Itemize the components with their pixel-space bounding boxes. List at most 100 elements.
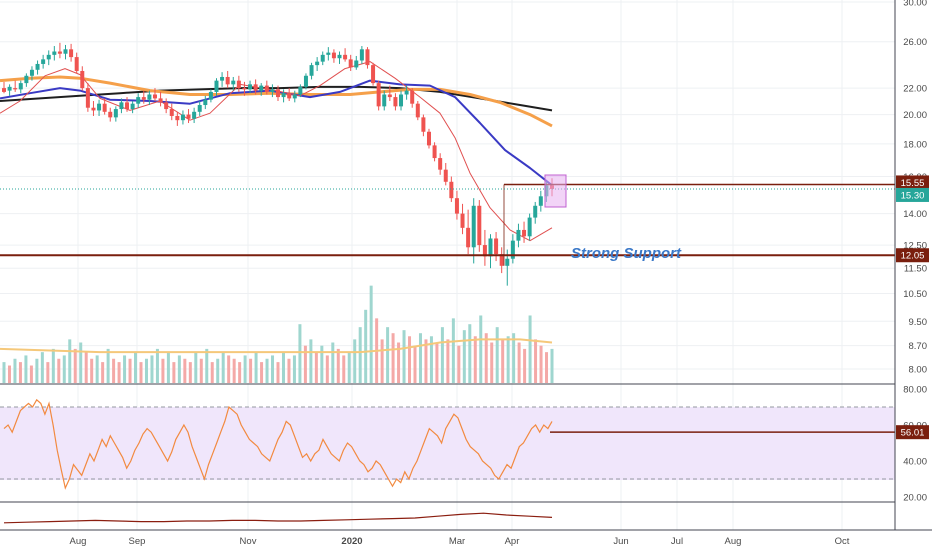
- volume-bar: [260, 362, 264, 383]
- candle-body: [80, 70, 85, 89]
- candle-body: [449, 181, 454, 199]
- candle-body: [7, 86, 12, 91]
- volume-bar: [534, 339, 538, 383]
- candle-body: [482, 245, 487, 257]
- price-tick-label: 9.50: [909, 317, 928, 328]
- candle-body: [477, 205, 482, 246]
- candle-body: [432, 145, 437, 159]
- candle-body: [102, 103, 107, 112]
- volume-bar: [18, 362, 22, 383]
- volume-bar: [139, 362, 143, 383]
- volume-bar: [314, 352, 318, 383]
- volume-bar: [446, 339, 450, 383]
- volume-bar: [35, 358, 39, 383]
- volume-bar: [62, 355, 66, 383]
- candle-body: [169, 109, 174, 116]
- candle-body: [466, 227, 471, 248]
- candle-body: [387, 94, 392, 98]
- volume-bar: [523, 348, 527, 383]
- volume-bar: [281, 352, 285, 383]
- volume-bar: [117, 362, 121, 383]
- candle-body: [180, 114, 185, 121]
- volume-bar: [457, 345, 461, 383]
- price-badge-label: 15.55: [901, 178, 925, 189]
- volume-bar: [298, 324, 302, 383]
- volume-bars: [2, 285, 554, 383]
- candle-body: [499, 254, 504, 266]
- bottom-indicator: [3, 512, 553, 524]
- volume-bar: [254, 352, 258, 383]
- volume-bar: [336, 348, 340, 383]
- price-tick-label: 14.00: [903, 209, 927, 220]
- price-tick-label: 22.00: [903, 84, 927, 95]
- volume-bar: [51, 348, 55, 383]
- volume-bar: [501, 339, 505, 383]
- time-tick-label: Jul: [671, 536, 683, 547]
- candle-body: [516, 229, 521, 241]
- volume-bar: [353, 339, 357, 383]
- candle-body: [41, 59, 46, 64]
- volume-ma-line: [0, 338, 553, 354]
- price-tick-label: 18.00: [903, 139, 927, 150]
- price-badge: [896, 248, 929, 263]
- price-axis[interactable]: 30.0026.0022.0020.0018.0016.0014.0012.50…: [903, 0, 927, 375]
- rsi-tick-label: 80.00: [903, 385, 927, 396]
- volume-bar: [545, 352, 549, 383]
- volume-bar: [539, 345, 543, 383]
- candle-body: [186, 114, 191, 119]
- moving-average-line: [0, 79, 553, 187]
- volume-bar: [177, 355, 181, 383]
- candle-body: [287, 93, 292, 99]
- volume-bar: [112, 358, 116, 383]
- candle-body: [164, 102, 169, 110]
- candle-body: [52, 51, 57, 55]
- candle-body: [376, 83, 381, 107]
- volume-bar: [205, 348, 209, 383]
- candle-body: [46, 54, 51, 60]
- candle-body: [359, 49, 364, 61]
- rsi-band-background: [0, 407, 895, 480]
- candle-body: [415, 103, 420, 118]
- volume-bar: [517, 342, 521, 383]
- volume-bar: [342, 355, 346, 383]
- volume-bar: [331, 342, 335, 383]
- volume-bar: [144, 358, 148, 383]
- rsi-tick-label: 20.00: [903, 493, 927, 504]
- rsi-tick-label: 40.00: [903, 457, 927, 468]
- volume-bar: [29, 365, 33, 383]
- volume-bar: [155, 348, 159, 383]
- volume-bar: [84, 352, 88, 383]
- candle-body: [337, 54, 342, 59]
- strong-support-annotation: Strong Support: [571, 245, 682, 262]
- time-tick-label: Jun: [613, 536, 628, 547]
- volume-bar: [7, 365, 11, 383]
- volume-bar: [188, 362, 192, 383]
- volume-bar: [484, 333, 488, 383]
- candle-body: [108, 111, 113, 118]
- candle-body: [527, 217, 532, 237]
- candle-body: [57, 51, 62, 54]
- volume-bar: [134, 352, 138, 383]
- volume-bar: [380, 339, 384, 383]
- volume-bar: [265, 358, 269, 383]
- price-tick-label: 20.00: [903, 110, 927, 121]
- candle-body: [29, 69, 34, 76]
- horizontal-lines[interactable]: [0, 183, 895, 266]
- volume-bar: [451, 318, 455, 383]
- time-axis[interactable]: Aug Sep Nov 2020 Mar Apr Jun Jul Aug Oct: [70, 536, 850, 547]
- highlight-box[interactable]: [544, 174, 567, 208]
- candle-body: [471, 205, 476, 248]
- volume-bar: [550, 348, 554, 383]
- price-badge-label: 12.05: [901, 251, 925, 262]
- volume-bar: [495, 327, 499, 383]
- volume-bar: [506, 336, 510, 383]
- price-badge: [896, 187, 929, 202]
- candle-body: [248, 84, 253, 90]
- candle-body: [13, 88, 18, 90]
- volume-bar: [364, 309, 368, 383]
- volume-bar: [243, 355, 247, 383]
- volume-bar: [13, 358, 17, 383]
